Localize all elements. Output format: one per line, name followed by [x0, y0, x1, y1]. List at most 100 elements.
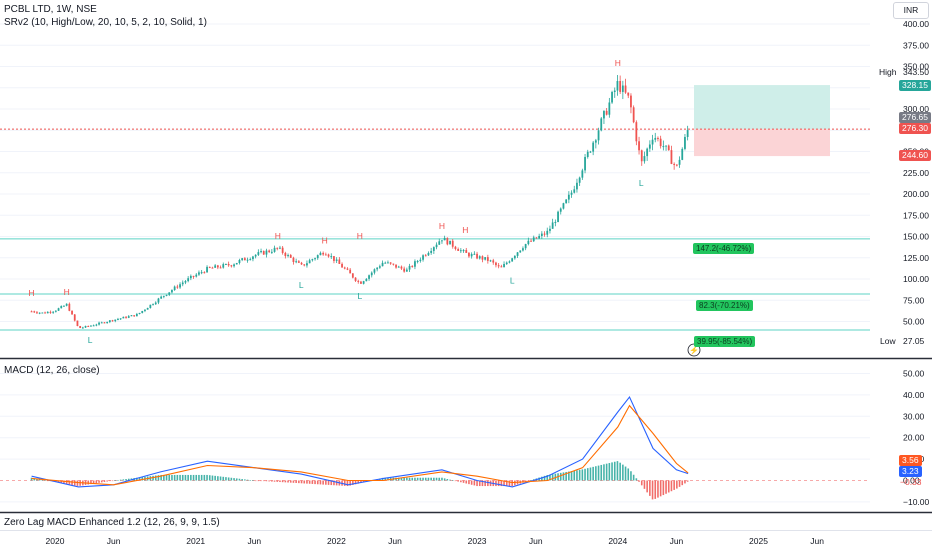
- candle-body: [376, 267, 379, 270]
- candle-body: [276, 247, 279, 249]
- macd-tick-label: 40.00: [903, 390, 925, 400]
- histogram-bar: [422, 477, 424, 481]
- histogram-bar: [462, 480, 465, 483]
- candle-body: [76, 320, 79, 327]
- pivot-low-mark: L: [639, 178, 644, 188]
- macd-title[interactable]: MACD (12, 26, close): [4, 365, 100, 376]
- candle-body: [46, 311, 49, 314]
- candle-body: [216, 265, 219, 268]
- candle-body: [284, 252, 287, 257]
- histogram-bar: [473, 480, 476, 486]
- candle-body: [149, 304, 152, 308]
- candle-body: [405, 269, 408, 272]
- candle-body: [600, 118, 603, 131]
- histogram-bar: [549, 474, 551, 481]
- histogram-bar: [651, 480, 654, 500]
- candle-body: [486, 257, 489, 261]
- histogram-bar: [478, 480, 481, 487]
- target-badge: 328.15: [899, 80, 931, 91]
- candle-body: [451, 240, 454, 247]
- candle-body: [414, 261, 416, 267]
- histogram-bar: [92, 480, 95, 484]
- candle-body: [446, 237, 449, 245]
- histogram-bar: [300, 480, 303, 484]
- histogram-bar: [592, 466, 594, 481]
- histogram-bar: [87, 480, 90, 485]
- candle-body: [324, 254, 327, 256]
- candle-body: [524, 244, 527, 249]
- histogram-bar: [576, 470, 578, 481]
- candle-body: [114, 319, 117, 322]
- candle-body: [81, 327, 84, 329]
- histogram-bar: [273, 480, 276, 482]
- histogram-bar: [451, 480, 454, 481]
- macd-grid: [0, 373, 870, 503]
- histogram-bar: [117, 479, 119, 481]
- macd-tick-label: 20.00: [903, 433, 925, 443]
- time-tick-label: 2023: [468, 536, 487, 546]
- price-tick-label: 350.00: [903, 62, 929, 72]
- time-axis[interactable]: 2020 Jun 2021 Jun 2022 Jun 2023 Jun 2024 Jun 2025 J…: [46, 536, 825, 546]
- candle-body: [667, 145, 670, 151]
- currency-button[interactable]: INR: [893, 2, 929, 19]
- candle-body: [354, 277, 357, 281]
- candle-body: [181, 282, 184, 285]
- candle-body: [198, 272, 200, 275]
- histogram-bar: [613, 461, 616, 481]
- candle-body: [146, 307, 149, 310]
- price-axis[interactable]: 400.00375.00350.00325.00300.00275.00250.…: [903, 19, 929, 327]
- candle-body: [306, 263, 308, 266]
- candle-body: [65, 303, 68, 306]
- candle-body: [648, 144, 651, 149]
- candle-body: [270, 251, 273, 253]
- candle-body: [681, 148, 684, 160]
- candle-body: [208, 266, 211, 268]
- histogram-bar: [559, 472, 562, 481]
- histogram-bar: [257, 480, 260, 482]
- candle-body: [203, 272, 206, 274]
- histogram-bar: [460, 480, 462, 483]
- histogram-bar: [241, 479, 243, 481]
- price-tick-label: 75.00: [903, 295, 925, 305]
- candle-body: [621, 85, 624, 92]
- candle-body: [408, 265, 411, 270]
- candle-body: [225, 263, 227, 265]
- histogram-bar: [136, 477, 138, 481]
- candle-body: [49, 311, 52, 313]
- zero-lag-title[interactable]: Zero Lag MACD Enhanced 1.2 (12, 26, 9, 9…: [4, 517, 220, 528]
- histogram-bar: [411, 477, 414, 481]
- pivot-low-mark: L: [88, 335, 93, 345]
- candle-body: [200, 272, 203, 274]
- candle-body: [335, 259, 338, 261]
- time-tick-label: Jun: [670, 536, 684, 546]
- histogram-bar: [57, 480, 60, 483]
- histogram-bar: [327, 480, 330, 485]
- macd-tick-label: 30.00: [903, 411, 925, 421]
- histogram-bar: [165, 474, 168, 481]
- candle-body: [443, 237, 446, 241]
- histogram-bar: [530, 480, 532, 481]
- candle-body: [292, 257, 295, 263]
- candle-body: [508, 261, 511, 263]
- candle-body: [441, 240, 443, 242]
- candle-body: [516, 252, 519, 256]
- candle-body: [478, 256, 481, 259]
- candle-body: [589, 151, 592, 153]
- candle-body: [187, 278, 190, 282]
- candle-body: [554, 221, 557, 223]
- candle-body: [392, 263, 395, 265]
- candle-body: [527, 240, 530, 245]
- candle-body: [235, 262, 238, 265]
- candle-body: [316, 255, 319, 259]
- candle-body: [133, 315, 136, 317]
- symbol-title[interactable]: PCBL LTD, 1W, NSE: [4, 4, 97, 15]
- histogram-bar: [233, 478, 235, 481]
- histogram-bar: [311, 480, 314, 484]
- candle-body: [319, 252, 322, 256]
- candle-body: [513, 255, 516, 259]
- histogram-bar: [589, 467, 592, 481]
- histogram-bar: [397, 477, 400, 481]
- histogram-bar: [68, 480, 71, 485]
- indicator-title[interactable]: SRv2 (10, High/Low, 20, 10, 5, 2, 10, So…: [4, 17, 207, 28]
